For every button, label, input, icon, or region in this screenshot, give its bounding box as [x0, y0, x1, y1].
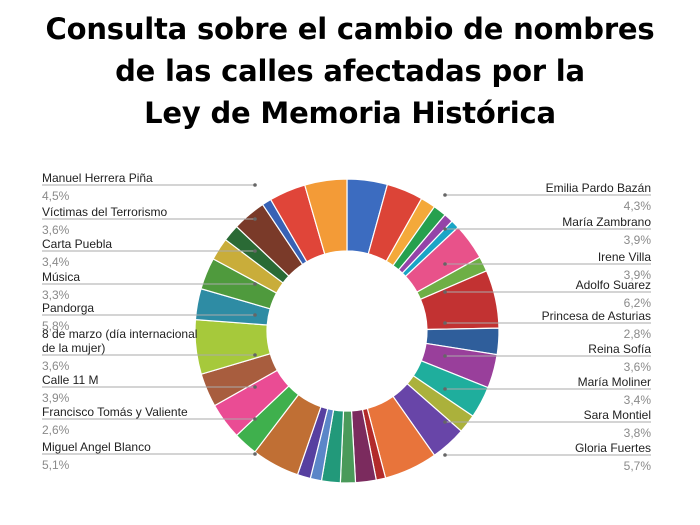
leader-dot: [443, 354, 447, 358]
label-value: 4,5%: [42, 189, 70, 203]
label-value: 3,4%: [624, 393, 652, 407]
label-name: Carta Puebla: [42, 237, 112, 251]
label-value: 6,2%: [624, 296, 652, 310]
label-value: 3,8%: [624, 426, 652, 440]
label-name: Irene Villa: [598, 250, 651, 264]
label-value: 3,6%: [42, 223, 70, 237]
label-value: 3,9%: [624, 268, 652, 282]
donut-slice: [304, 178, 348, 255]
title-line-3: Ley de Memoria Histórica: [144, 96, 556, 130]
label-name: Miguel Angel Blanco: [42, 440, 151, 454]
label-name: Adolfo Suarez: [576, 278, 651, 292]
label-value: 2,8%: [624, 327, 652, 341]
label-value: 2,6%: [42, 423, 70, 437]
label-value: 3,6%: [42, 359, 70, 373]
label-name: 8 de marzo (día internacional: [42, 327, 197, 341]
label-value: 3,3%: [42, 288, 70, 302]
label-name: Manuel Herrera Piña: [42, 171, 153, 185]
leader-dot: [253, 353, 257, 357]
label-name: Princesa de Asturias: [542, 309, 651, 323]
chart-title: Consulta sobre el cambio de nombres de l…: [0, 8, 700, 134]
leader-dot: [253, 385, 257, 389]
label-value: 3,4%: [42, 255, 70, 269]
leader-dot: [443, 262, 447, 266]
label-value: 4,3%: [624, 199, 652, 213]
label-value: 5,7%: [624, 459, 652, 473]
leader-dot: [443, 290, 447, 294]
leader-dot: [443, 321, 447, 325]
label-value: 5,1%: [42, 458, 70, 472]
leader-dot: [253, 249, 257, 253]
leader-dot: [253, 183, 257, 187]
label-name: Pandorga: [42, 301, 94, 315]
label-name: María Zambrano: [562, 215, 651, 229]
leader-dot: [253, 452, 257, 456]
label-name: Reina Sofía: [588, 342, 651, 356]
leader-dot: [443, 387, 447, 391]
label-value: 3,6%: [624, 360, 652, 374]
label-name: Música: [42, 270, 80, 284]
label-name: Emilia Pardo Bazán: [546, 181, 651, 195]
label-value: 5,8%: [42, 319, 70, 333]
label-name: María Moliner: [578, 375, 651, 389]
leader-dot: [253, 417, 257, 421]
leader-dot: [443, 420, 447, 424]
title-line-1: Consulta sobre el cambio de nombres: [45, 12, 655, 46]
leader-dot: [443, 193, 447, 197]
label-name: Sara Montiel: [584, 408, 651, 422]
label-name: de la mujer): [42, 341, 105, 355]
label-value: 3,9%: [624, 233, 652, 247]
label-name: Francisco Tomás y Valiente: [42, 405, 188, 419]
leader-dot: [253, 313, 257, 317]
label-name: Gloria Fuertes: [575, 441, 651, 455]
leader-dot: [443, 453, 447, 457]
leader-dot: [443, 227, 447, 231]
label-value: 3,9%: [42, 391, 70, 405]
label-name: Calle 11 M: [42, 373, 98, 387]
label-name: Víctimas del Terrorismo: [42, 205, 167, 219]
title-line-2: de las calles afectadas por la: [115, 54, 585, 88]
leader-dot: [253, 217, 257, 221]
leader-dot: [253, 282, 257, 286]
